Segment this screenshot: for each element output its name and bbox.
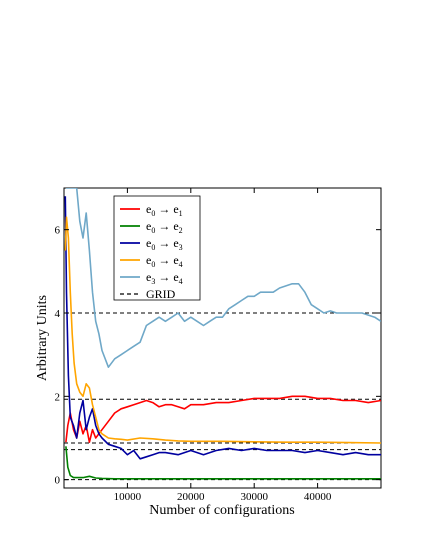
y-tick-label: 0 (55, 475, 61, 487)
x-axis-title: Number of configurations (149, 503, 294, 518)
x-tick-label: 40000 (304, 491, 332, 503)
legend-entry-5: e3 → e4 (146, 270, 183, 286)
grid-reference-lines (64, 312, 381, 481)
series-line-2 (65, 446, 381, 480)
y-axis-title: Arbitrary Units (35, 295, 50, 381)
legend-entry-grid: GRID (146, 287, 176, 301)
series-line-3 (64, 196, 381, 460)
x-tick-label: 10000 (114, 491, 142, 503)
y-axis: 0 2 4 6 (55, 225, 381, 487)
legend-entry-2: e0 → e2 (146, 219, 183, 235)
y-tick-label: 4 (55, 308, 61, 320)
series-lines (64, 188, 381, 480)
legend-box (113, 195, 201, 301)
x-axis: 10000 20000 30000 40000 (114, 188, 332, 503)
legend-entry-3: e0 → e3 (146, 236, 183, 252)
plot-frame (63, 187, 382, 489)
y-tick-label: 2 (55, 391, 61, 403)
x-tick-label: 30000 (240, 491, 268, 503)
x-tick-label: 20000 (177, 491, 205, 503)
series-line-1 (65, 395, 381, 444)
series-line-4 (64, 216, 381, 444)
series-line-5 (65, 188, 381, 369)
legend-entry-4: e0 → e4 (146, 253, 183, 269)
y-tick-label: 6 (55, 225, 61, 237)
legend-entry-1: e0 → e1 (146, 202, 183, 218)
